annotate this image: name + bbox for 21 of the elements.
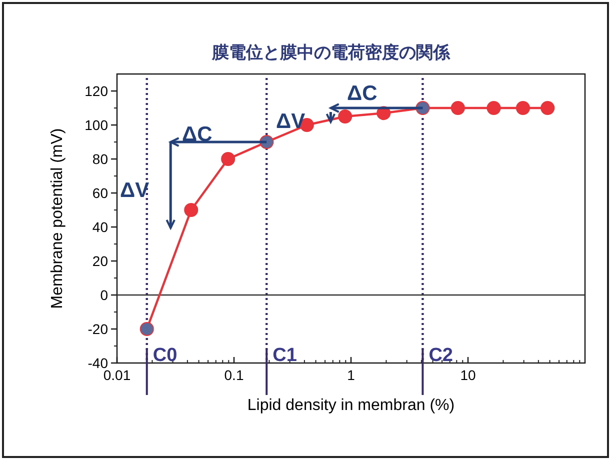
y-tick-label: 0	[100, 287, 108, 303]
y-tick-label: 120	[84, 83, 108, 99]
ref-line-label: C2	[428, 345, 453, 366]
x-tick-label: 0.1	[224, 367, 244, 383]
y-tick-label: 40	[92, 219, 108, 235]
y-tick-label: 100	[84, 117, 108, 133]
ref-line-label: C1	[272, 345, 298, 366]
annotation: ΔV	[276, 110, 306, 133]
x-axis-title: Lipid density in membran (%)	[247, 397, 455, 414]
x-tick-label: 1	[347, 367, 356, 383]
y-tick-label: -20	[88, 321, 108, 337]
chart-title: 膜電位と膜中の電荷密度の関係	[211, 43, 451, 62]
annotation: ΔV	[120, 179, 150, 202]
y-tick-label: 60	[92, 185, 108, 201]
y-tick-label: 80	[92, 151, 108, 167]
annotation: ΔC	[182, 123, 212, 146]
annotation: ΔC	[347, 82, 378, 105]
y-axis-title: Membrane potential (mV)	[49, 128, 66, 309]
y-tick-label: 20	[92, 253, 108, 269]
x-tick-label: 10	[460, 367, 476, 383]
ref-line-label: C0	[152, 345, 178, 366]
